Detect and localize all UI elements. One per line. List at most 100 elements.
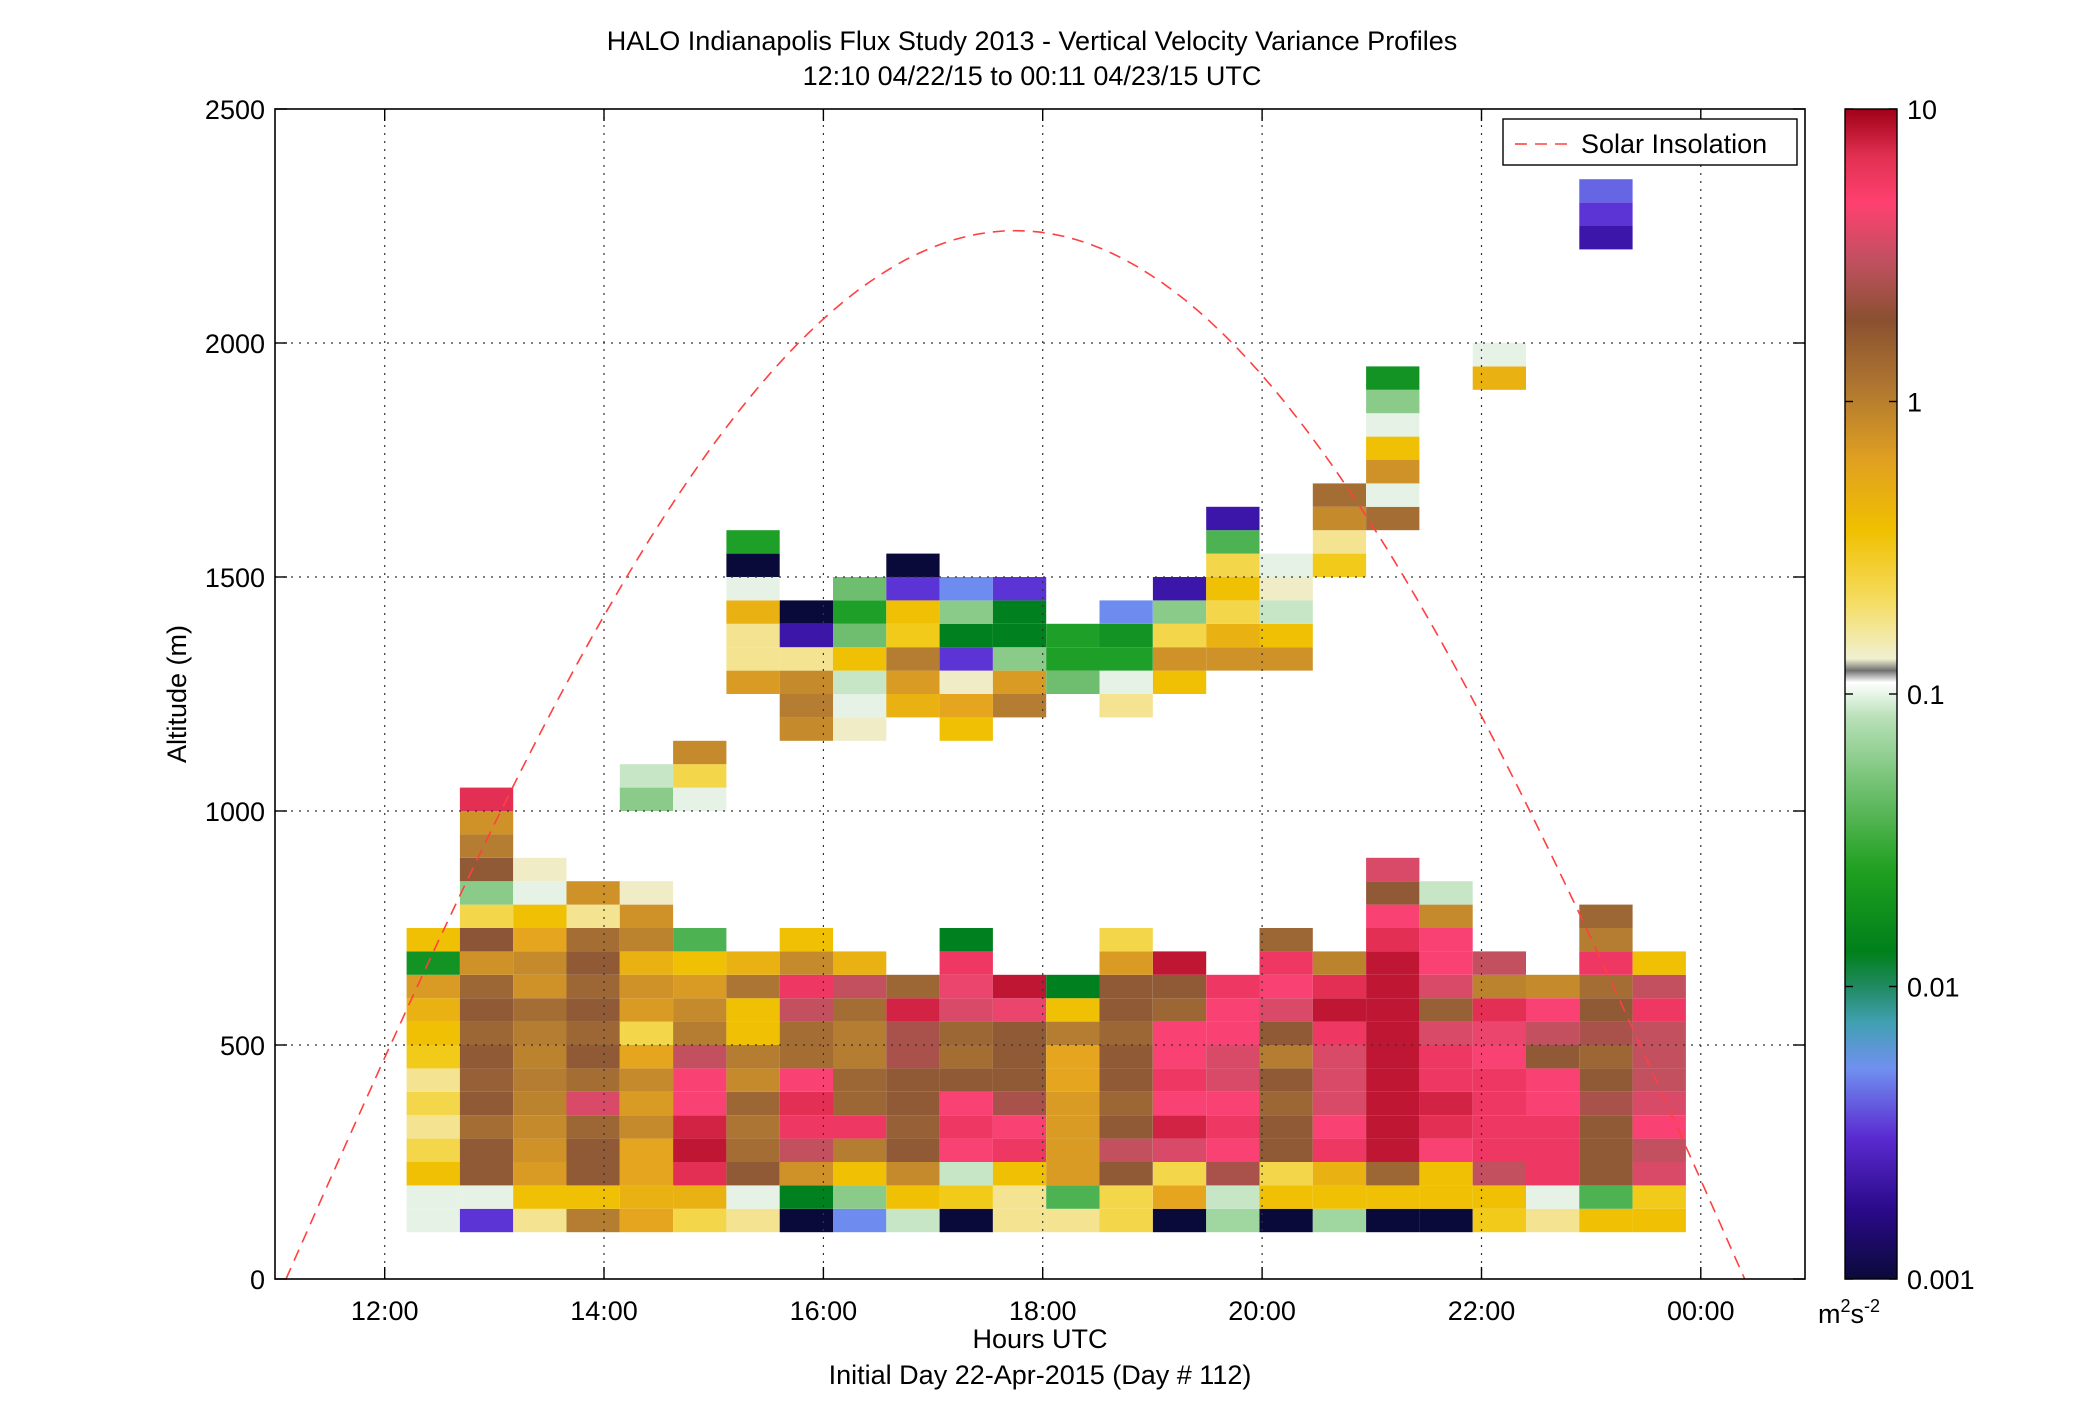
heatmap-cell	[1366, 1068, 1420, 1092]
heatmap-cell	[673, 1185, 727, 1209]
heatmap-cell	[939, 1115, 993, 1139]
heatmap-cell	[939, 1208, 993, 1233]
heatmap-cell	[566, 1162, 620, 1186]
heatmap-cell	[1366, 366, 1420, 390]
x-axis-label: Hours UTC	[972, 1324, 1107, 1354]
heatmap-cell	[1579, 998, 1633, 1022]
heatmap-cell	[1046, 1021, 1100, 1045]
heatmap-cell	[1312, 951, 1367, 975]
heatmap-cell	[1366, 928, 1420, 952]
heatmap-cell	[1206, 1162, 1260, 1186]
heatmap-cell	[992, 1091, 1047, 1116]
heatmap-cell	[673, 764, 727, 788]
heatmap-cell	[939, 717, 993, 741]
x-axis-sublabel: Initial Day 22-Apr-2015 (Day # 112)	[829, 1360, 1252, 1390]
heatmap-cell	[1366, 974, 1420, 999]
heatmap-cell	[1152, 1045, 1207, 1069]
heatmap-cell	[939, 928, 993, 952]
heatmap-cell	[1366, 1091, 1420, 1116]
heatmap-cell	[1152, 974, 1207, 999]
heatmap-cell	[673, 740, 727, 765]
heatmap-cell	[992, 1208, 1047, 1233]
heatmap-cell	[1526, 1091, 1580, 1116]
heatmap-cell	[1472, 366, 1526, 390]
heatmap-cell	[1579, 951, 1633, 975]
heatmap-cell	[886, 1185, 940, 1209]
heatmap-cell	[1579, 1045, 1633, 1069]
heatmap-cell	[1472, 1115, 1526, 1139]
heatmap-cell	[779, 1162, 833, 1186]
heatmap-cell	[619, 787, 674, 811]
heatmap-cell	[406, 998, 460, 1022]
heatmap-cell	[1046, 670, 1100, 694]
heatmap-cell	[619, 1091, 674, 1116]
heatmap-cell	[1632, 1068, 1686, 1092]
heatmap-cell	[513, 928, 567, 952]
heatmap-cell	[1152, 1185, 1207, 1209]
heatmap-cell	[1152, 1021, 1207, 1045]
heatmap-cell	[779, 951, 833, 975]
heatmap-cell	[1579, 179, 1633, 203]
heatmap-cell	[1526, 1138, 1580, 1162]
heatmap-cell	[673, 951, 727, 975]
heatmap-cell	[1259, 1021, 1313, 1045]
heatmap-cell	[459, 1208, 514, 1233]
heatmap-cell	[886, 623, 940, 648]
heatmap-cell	[886, 974, 940, 999]
heatmap-cell	[1526, 1162, 1580, 1186]
heatmap-cell	[1366, 998, 1420, 1022]
heatmap-cell	[1046, 998, 1100, 1022]
heatmap-cell	[833, 1208, 887, 1233]
heatmap-cell	[1366, 904, 1420, 928]
heatmap-cell	[1366, 1138, 1420, 1162]
heatmap-cell	[1152, 670, 1207, 694]
heatmap-cell	[619, 1138, 674, 1162]
heatmap-cell	[1419, 1208, 1473, 1233]
heatmap-cell	[1419, 974, 1473, 999]
heatmap-cell	[992, 1138, 1047, 1162]
heatmap-cell	[1312, 998, 1367, 1022]
heatmap-cell	[939, 1021, 993, 1045]
heatmap-cell	[1419, 998, 1473, 1022]
heatmap-cell	[619, 881, 674, 905]
heatmap-cell	[939, 647, 993, 671]
heatmap-cell	[992, 577, 1047, 601]
heatmap-cell	[1526, 1208, 1580, 1233]
heatmap-cell	[886, 1138, 940, 1162]
heatmap-cell	[939, 600, 993, 624]
heatmap-cell	[1206, 1208, 1260, 1233]
heatmap-cell	[1099, 670, 1153, 694]
heatmap-cell	[619, 998, 674, 1022]
heatmap-cell	[1312, 530, 1367, 554]
heatmap-cell	[1046, 1185, 1100, 1209]
heatmap-cell	[459, 974, 514, 999]
heatmap-cell	[566, 1068, 620, 1092]
heatmap-cell	[459, 998, 514, 1022]
heatmap-cell	[779, 1208, 833, 1233]
heatmap-cell	[726, 1162, 780, 1186]
heatmap-cell	[566, 904, 620, 928]
heatmap-cell	[1472, 951, 1526, 975]
heatmap-cell	[1099, 1138, 1153, 1162]
heatmap-cell	[566, 1045, 620, 1069]
x-tick-label: 00:00	[1667, 1296, 1735, 1326]
colorbar-scale	[1844, 108, 1898, 1280]
heatmap-cell	[833, 1115, 887, 1139]
heatmap-cell	[1312, 553, 1367, 577]
heatmap-cell	[1312, 1045, 1367, 1069]
heatmap-cell	[619, 1021, 674, 1045]
heatmap-cell	[1632, 1208, 1686, 1233]
heatmap-cell	[886, 1021, 940, 1045]
heatmap-cell	[1526, 1021, 1580, 1045]
heatmap-cell	[1046, 974, 1100, 999]
heatmap-cell	[1046, 647, 1100, 671]
heatmap-cell	[939, 577, 993, 601]
heatmap-cell	[673, 1208, 727, 1233]
heatmap-cell	[566, 1115, 620, 1139]
heatmap-cell	[459, 834, 514, 858]
heatmap-cell	[1152, 1138, 1207, 1162]
heatmap-cell	[459, 1185, 514, 1209]
colorbar-tick-label: 10	[1907, 95, 1937, 125]
heatmap-cell	[1206, 1115, 1260, 1139]
heatmap-cell	[1312, 1162, 1367, 1186]
